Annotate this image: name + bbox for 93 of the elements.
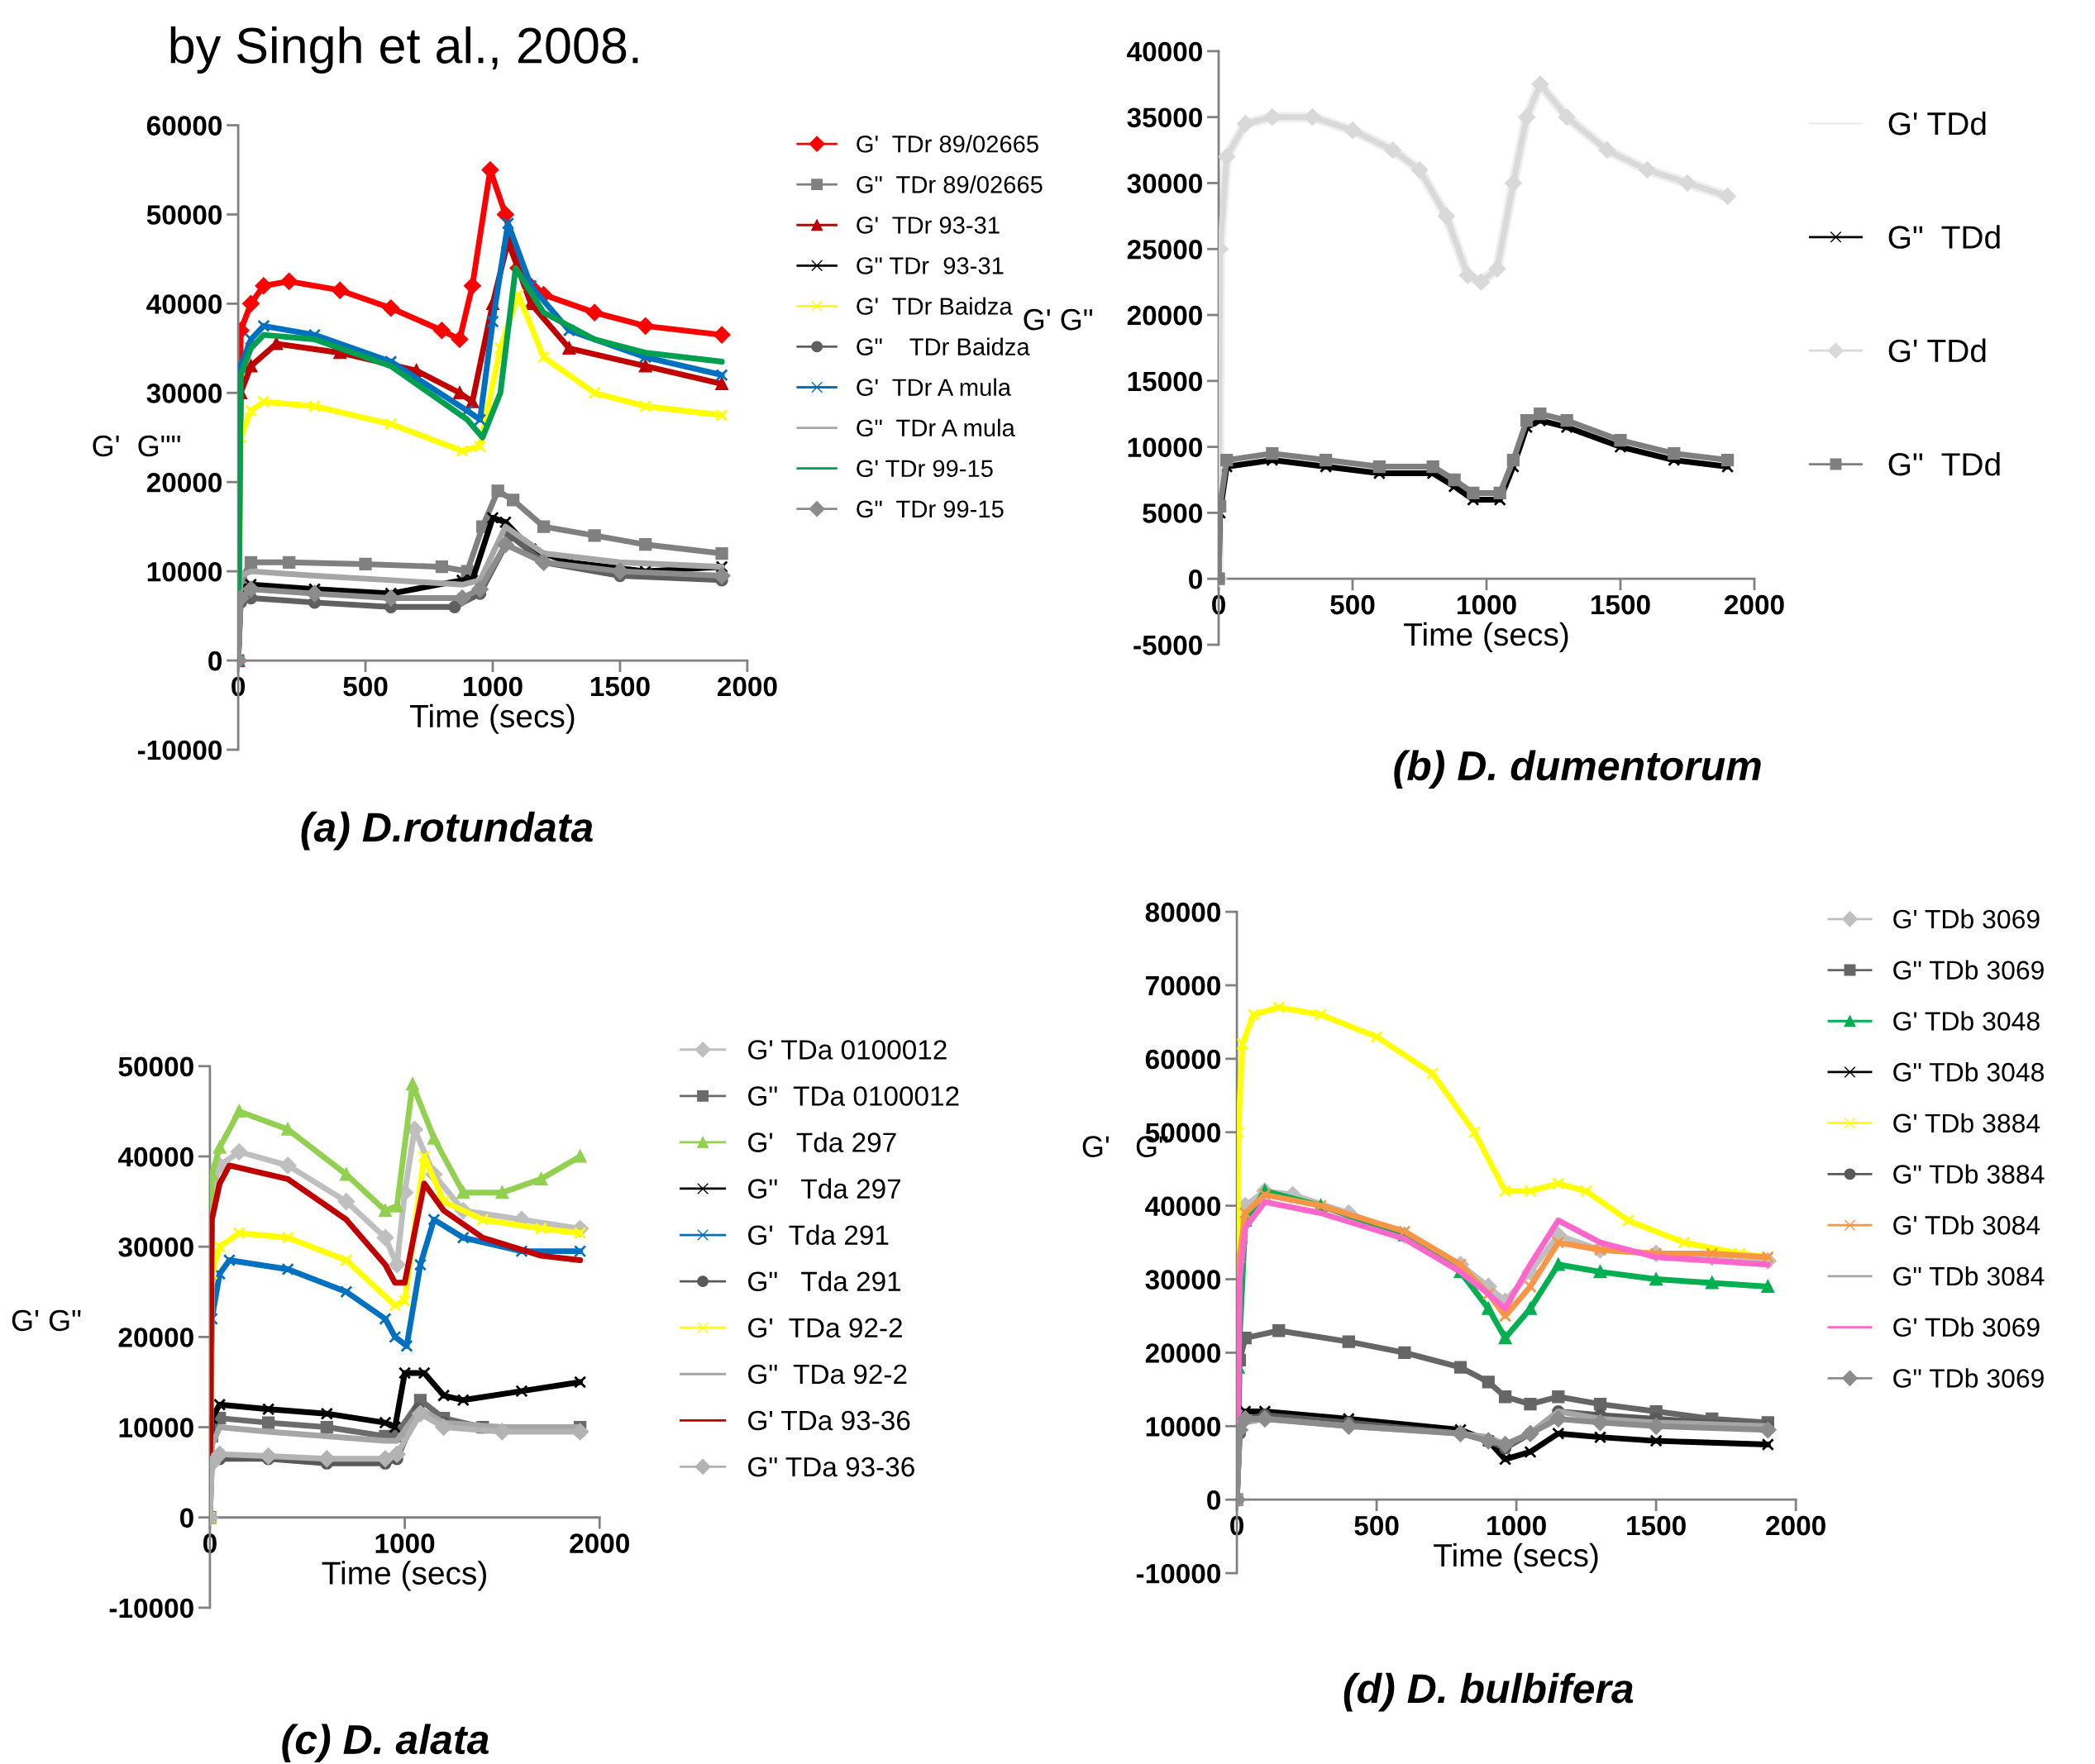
legend-label: G' Tda 297 bbox=[748, 1132, 896, 1152]
x-tick-label: 1500 bbox=[1627, 1515, 1686, 1536]
legend-label: G' TDr 99-15 bbox=[857, 460, 993, 478]
legend-label: G" TDb 3884 bbox=[1893, 1164, 2045, 1184]
x-axis-title: Time (secs) bbox=[322, 1561, 486, 1591]
legend-label: G" TDa 0100012 bbox=[748, 1086, 959, 1106]
legend-label: G" TDa 93-36 bbox=[748, 1456, 914, 1477]
y-axis-title: G' G" bbox=[1024, 308, 1093, 331]
legend-label: G' TDb 3069 bbox=[1893, 1317, 2040, 1337]
x-tick-label: 1000 bbox=[1487, 1515, 1546, 1536]
y-tick-label: 40000 bbox=[1145, 1196, 1220, 1217]
y-tick-label: 80000 bbox=[1145, 902, 1220, 923]
x-axis-title: Time (secs) bbox=[1404, 622, 1568, 653]
text: (c) D. alata bbox=[282, 1723, 489, 1763]
y-tick-label: 40000 bbox=[1127, 41, 1202, 62]
legend-label: G" Tda 291 bbox=[748, 1271, 901, 1292]
y-tick-label: 15000 bbox=[1128, 371, 1202, 392]
legend-label: G' TDb 3884 bbox=[1893, 1113, 2040, 1133]
y-tick-label: 25000 bbox=[1127, 240, 1202, 260]
legend-label: G' TDd bbox=[1888, 111, 1986, 136]
y-tick-label: 50000 bbox=[118, 1056, 193, 1077]
x-tick-label: 1000 bbox=[464, 676, 523, 697]
y-tick-label: 5000 bbox=[1143, 503, 1202, 523]
y-tick-label: 20000 bbox=[1145, 1343, 1220, 1363]
x-tick-label: 1500 bbox=[590, 676, 650, 697]
legend-label: G" TDr A mula bbox=[857, 418, 1015, 437]
legend-label: G' TDr Baidza bbox=[857, 297, 1013, 315]
legend-label: G" TDr Baidza bbox=[857, 337, 1030, 355]
legend-label: G" TDa 92-2 bbox=[748, 1364, 907, 1385]
y-tick-label: 40000 bbox=[146, 294, 222, 314]
y-tick-label: 10000 bbox=[1146, 1417, 1220, 1437]
x-tick-label: 1500 bbox=[1592, 594, 1650, 615]
legend-label: G' TDr A mula bbox=[857, 378, 1012, 396]
y-tick-label: 30000 bbox=[1145, 1270, 1220, 1290]
legend-label: G" TDr 89/02665 bbox=[857, 175, 1043, 193]
y-tick-label: -10000 bbox=[1136, 1563, 1220, 1584]
y-axis-title: G' G"" bbox=[93, 435, 180, 457]
legend-label: G" TDr 93-31 bbox=[857, 257, 1004, 274]
y-tick-label: 30000 bbox=[1127, 174, 1202, 193]
legend-label: G" TDb 3084 bbox=[1893, 1266, 2045, 1286]
y-tick-label: 70000 bbox=[1146, 975, 1220, 996]
legend-label: G' Tda 291 bbox=[748, 1224, 889, 1246]
x-tick-label: 2000 bbox=[717, 676, 777, 697]
x-axis-title: Time (secs) bbox=[1434, 1542, 1598, 1574]
y-tick-label: -5000 bbox=[1133, 635, 1202, 656]
legend-label: G' TDa 92-2 bbox=[748, 1318, 902, 1338]
y-tick-label: -10000 bbox=[137, 740, 222, 760]
x-tick-label: 1000 bbox=[1458, 594, 1516, 615]
legend-label: G' TDd bbox=[1888, 338, 1986, 363]
y-tick-label: 10000 bbox=[119, 1418, 193, 1437]
y-tick-label: 30000 bbox=[146, 384, 222, 403]
legend-label: G' TDb 3069 bbox=[1893, 908, 2040, 929]
x-axis-title: Time (secs) bbox=[410, 703, 575, 734]
legend-label: G' TDa 93-36 bbox=[748, 1410, 910, 1431]
legend-label: G' TDa 0100012 bbox=[748, 1040, 947, 1060]
legend-label: G" TDb 3069 bbox=[1893, 1368, 2044, 1388]
y-tick-label: 20000 bbox=[146, 472, 222, 493]
legend-label: G" TDb 3069 bbox=[1893, 960, 2044, 980]
y-tick-label: 20000 bbox=[118, 1328, 193, 1347]
y-tick-label: 0 bbox=[1189, 569, 1202, 589]
y-tick-label: 60000 bbox=[146, 116, 222, 136]
x-tick-label: 2000 bbox=[1766, 1515, 1825, 1536]
y-tick-label: 20000 bbox=[1127, 305, 1202, 326]
y-tick-label: 0 bbox=[208, 651, 222, 671]
y-axis-title: G' G" bbox=[12, 1309, 81, 1332]
text: (a) D.rotundata bbox=[301, 811, 593, 851]
legend-label: G" TDd bbox=[1888, 225, 2000, 249]
legend-label: G" Tda 297 bbox=[748, 1178, 900, 1199]
x-tick-label: 500 bbox=[1354, 1515, 1399, 1536]
legend-label: G" TDr 99-15 bbox=[857, 500, 1004, 518]
y-tick-label: 10000 bbox=[1128, 437, 1202, 458]
x-tick-label: 2000 bbox=[1725, 594, 1784, 615]
y-tick-label: 0 bbox=[1207, 1490, 1220, 1510]
text: (d) D. bulbifera bbox=[1343, 1672, 1634, 1712]
y-tick-label: 40000 bbox=[117, 1147, 193, 1167]
legend-label: G' TDb 3048 bbox=[1893, 1011, 2040, 1031]
legend-label: G' TDr 93-31 bbox=[857, 217, 1000, 234]
y-tick-label: 35000 bbox=[1127, 107, 1202, 128]
y-tick-label: 60000 bbox=[1145, 1049, 1220, 1070]
text: by Singh et al., 2008. bbox=[170, 26, 638, 74]
text: (b) D. dumentorum bbox=[1394, 750, 1761, 789]
legend-label: G" TDb 3048 bbox=[1893, 1062, 2045, 1082]
x-tick-label: 2000 bbox=[570, 1533, 629, 1553]
legend-label: G" TDd bbox=[1888, 451, 2000, 476]
x-tick-label: 500 bbox=[343, 676, 388, 697]
y-tick-label: 10000 bbox=[147, 561, 222, 582]
legend-label: G' TDr 89/02665 bbox=[857, 135, 1038, 153]
x-tick-label: 1000 bbox=[375, 1533, 435, 1553]
legend-label: G' TDb 3084 bbox=[1893, 1215, 2040, 1235]
y-tick-label: 30000 bbox=[118, 1237, 193, 1257]
y-tick-label: 50000 bbox=[146, 205, 222, 225]
x-tick-label: 500 bbox=[1330, 594, 1375, 615]
y-tick-label: -10000 bbox=[109, 1598, 193, 1619]
